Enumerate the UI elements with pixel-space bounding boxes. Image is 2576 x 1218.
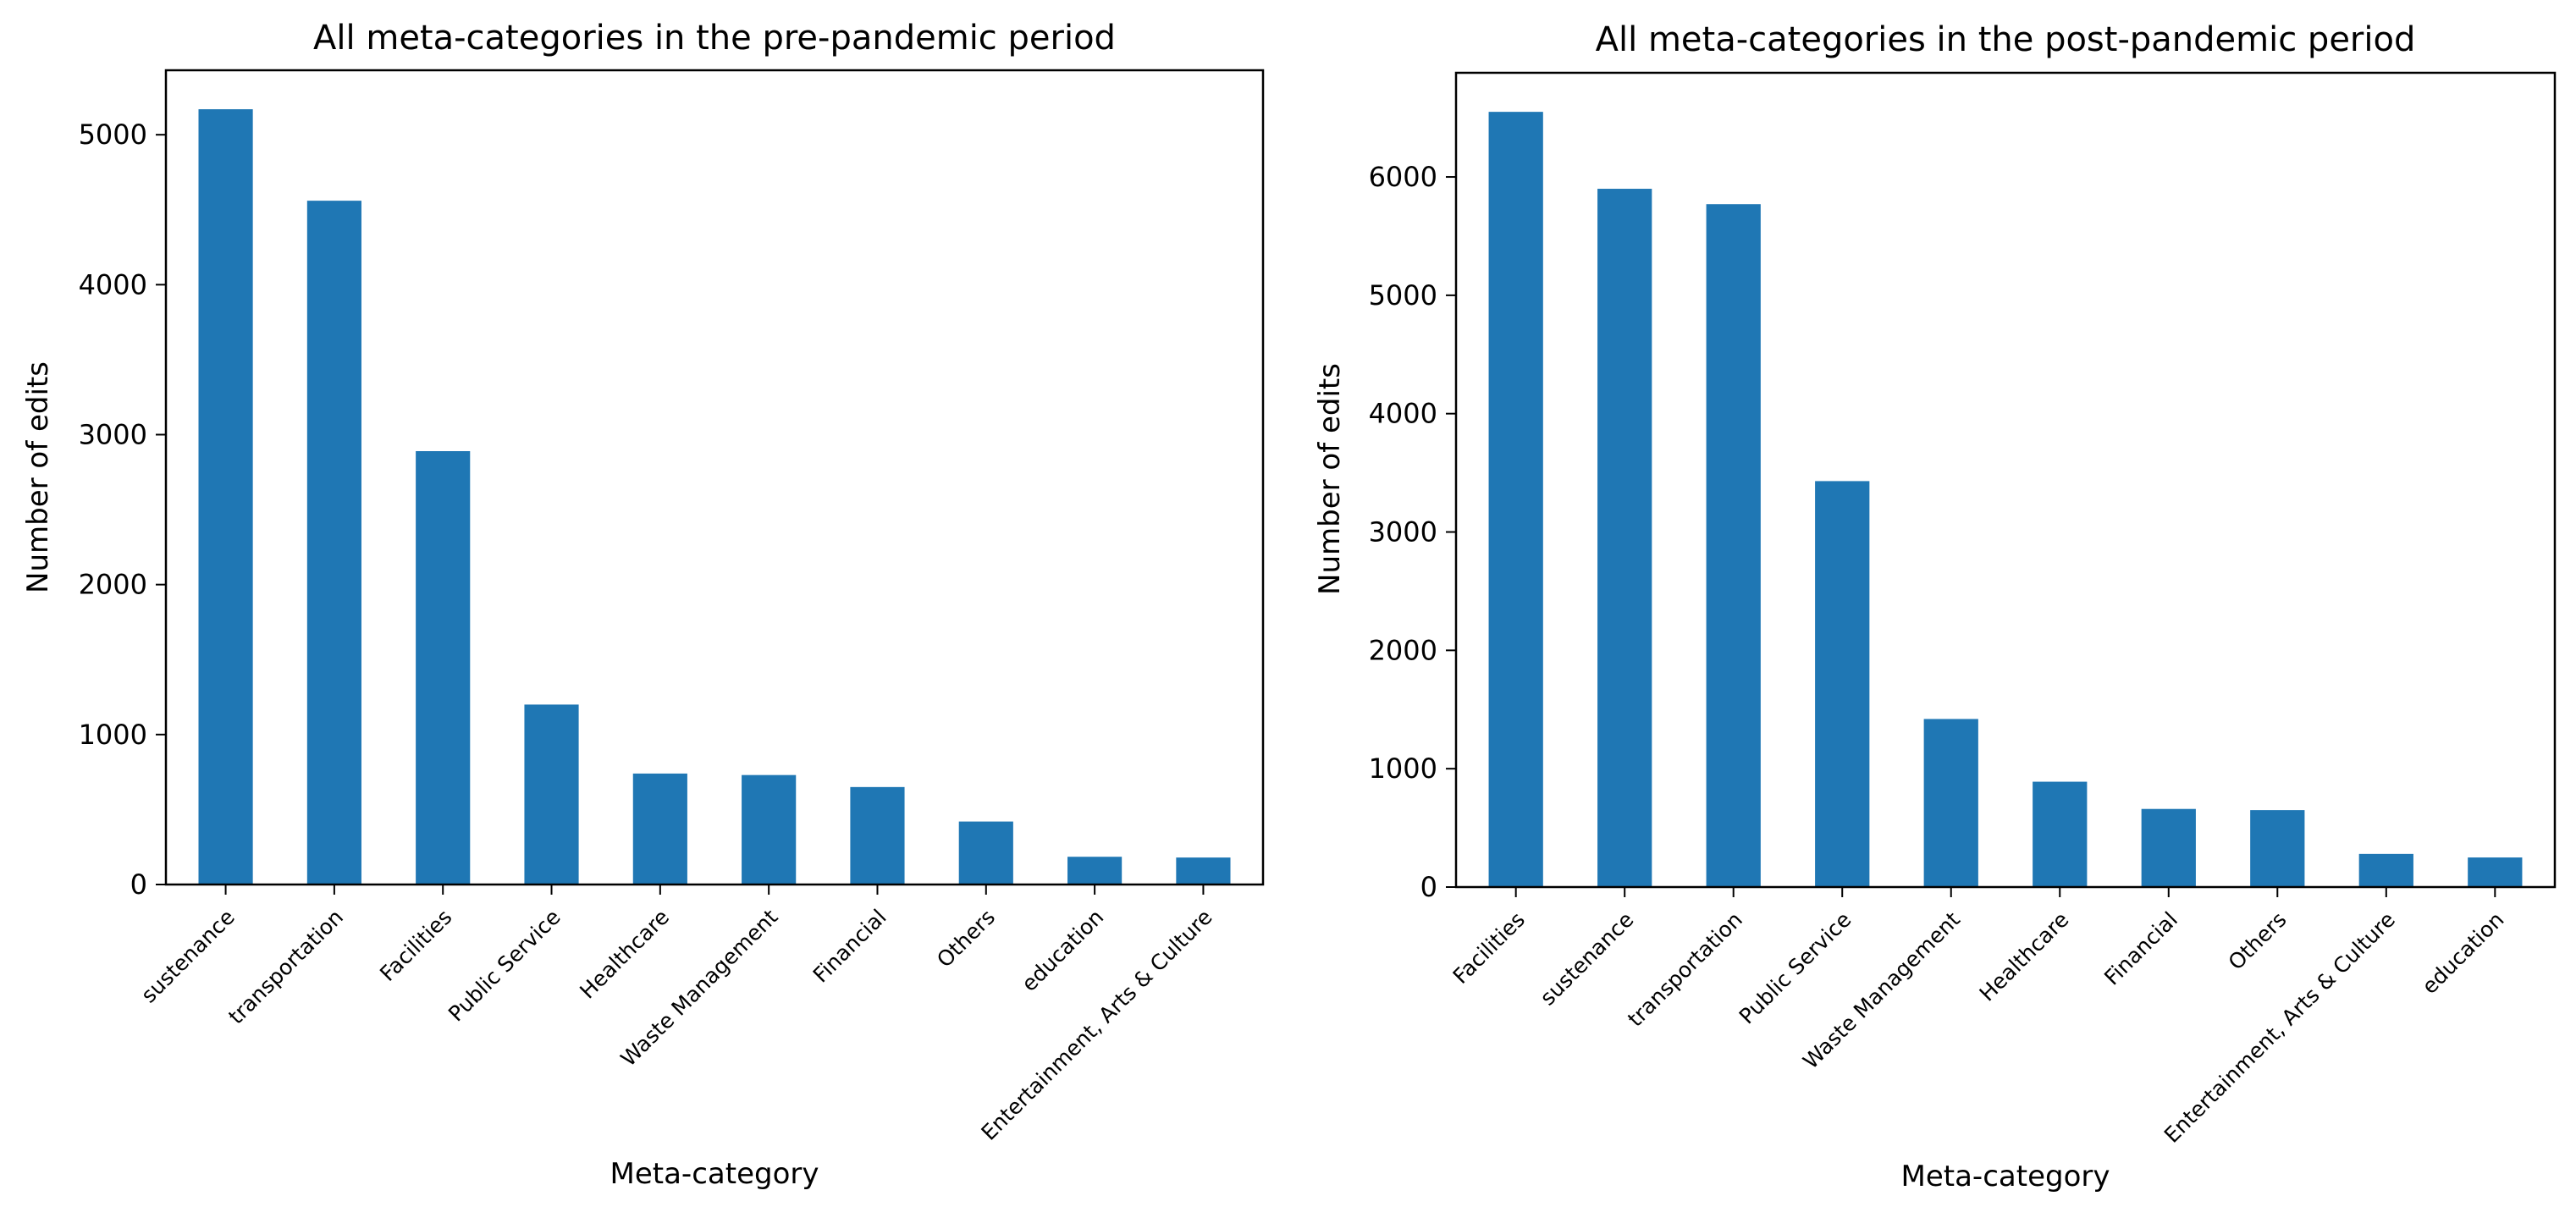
y-axis-label: Number of edits <box>1313 363 1347 595</box>
x-tick-label: Healthcare <box>1975 907 2074 1006</box>
bar <box>524 704 579 885</box>
x-tick-label: transportation <box>223 905 348 1029</box>
bar <box>416 450 471 885</box>
y-ticks: 0 1000 2000 3000 4000 5000 6000 <box>1369 161 1456 903</box>
bar <box>1067 857 1123 885</box>
y-tick-label: 0 <box>130 868 147 901</box>
x-tick-label: sustenance <box>1536 907 1639 1011</box>
x-tick-label: Healthcare <box>575 905 674 1004</box>
chart-title: All meta-categories in the pre-pandemic … <box>313 19 1116 58</box>
x-tick-label: sustenance <box>136 905 240 1008</box>
x-tick-label: transportation <box>1623 907 1747 1032</box>
post-pandemic-chart: All meta-categories in the post-pandemic… <box>1313 20 2557 1193</box>
x-ticks: Facilities sustenancetransportationPublic… <box>1448 887 2509 1148</box>
bar <box>198 109 253 885</box>
bar <box>2033 781 2088 887</box>
y-tick-label: 4000 <box>79 268 147 300</box>
bar <box>632 773 687 885</box>
x-tick-label: Public Service <box>1735 907 1856 1029</box>
bar <box>2358 853 2413 887</box>
bar <box>850 786 905 885</box>
x-tick-label: Facilities <box>375 905 456 986</box>
x-tick-label: Entertainment, Arts & Culture <box>2160 907 2400 1148</box>
x-tick-label: Others <box>2224 907 2292 975</box>
x-tick-label: Facilities <box>1448 907 1530 989</box>
pre-pandemic-chart: All meta-categories in the pre-pandemic … <box>21 19 1265 1191</box>
y-tick-label: 1000 <box>79 719 147 751</box>
y-axis-label: Number of edits <box>21 361 55 593</box>
y-tick-label: 1000 <box>1369 752 1437 785</box>
y-tick-label: 4000 <box>1369 398 1437 430</box>
x-tick-label: Entertainment, Arts & Culture <box>976 905 1216 1145</box>
x-tick-label: education <box>2417 907 2508 999</box>
bar <box>1488 112 1543 887</box>
y-tick-label: 5000 <box>1369 279 1437 311</box>
y-tick-label: 2000 <box>79 569 147 601</box>
x-tick-label: Financial <box>2099 907 2182 990</box>
y-tick-label: 0 <box>1420 871 1437 903</box>
bar <box>742 774 797 885</box>
x-axis-label: Meta-category <box>610 1157 819 1191</box>
x-tick-label: education <box>1017 905 1108 996</box>
bar <box>1176 857 1231 885</box>
y-tick-label: 2000 <box>1369 634 1437 666</box>
bar <box>306 201 361 885</box>
bar <box>1923 719 1978 887</box>
y-ticks: 0 1000 2000 3000 4000 5000 <box>79 118 166 901</box>
y-tick-label: 6000 <box>1369 161 1437 193</box>
chart-title: All meta-categories in the post-pandemic… <box>1596 20 2416 59</box>
bars <box>198 109 1231 885</box>
plot-frame <box>1454 71 2557 889</box>
bar <box>1597 189 1652 888</box>
x-tick-label: Others <box>932 905 1000 973</box>
y-tick-label: 3000 <box>79 419 147 451</box>
plot-frame <box>164 69 1265 886</box>
bar <box>1706 204 1761 887</box>
x-tick-label: Public Service <box>444 905 565 1027</box>
bar <box>958 821 1013 885</box>
bars <box>1488 112 2523 888</box>
bar <box>2250 810 2305 887</box>
x-axis-label: Meta-category <box>1901 1160 2110 1193</box>
bar <box>2468 857 2523 887</box>
bar <box>2141 808 2196 887</box>
x-tick-label: Financial <box>808 905 891 988</box>
bar <box>1815 481 1870 887</box>
y-tick-label: 3000 <box>1369 516 1437 548</box>
y-tick-label: 5000 <box>79 118 147 151</box>
